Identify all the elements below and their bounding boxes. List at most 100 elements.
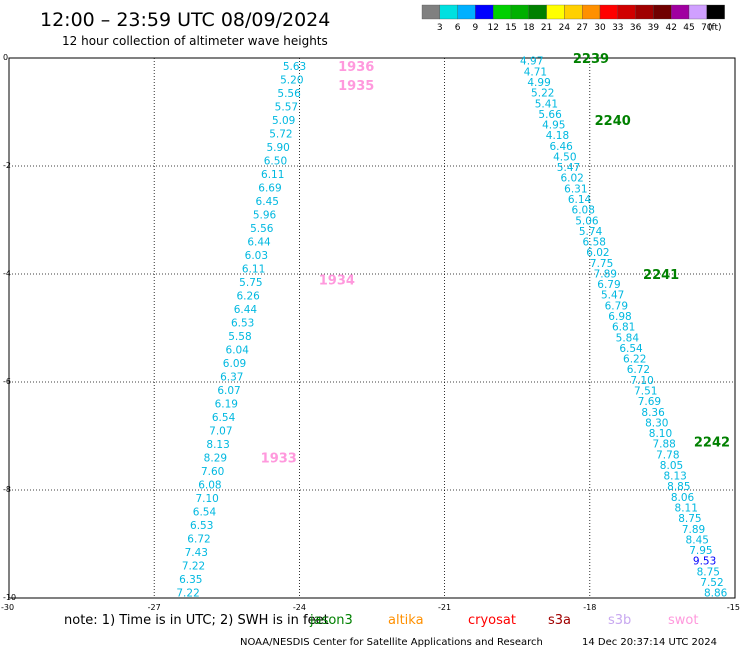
- wave-height-value: 6.11: [261, 169, 284, 181]
- wave-height-value: 5.20: [280, 75, 303, 87]
- color-scale-swatch: [546, 4, 565, 20]
- wave-height-value: 8.10: [649, 428, 672, 440]
- wave-height-value: 7.10: [630, 375, 653, 387]
- wave-height-value: 6.45: [256, 196, 279, 208]
- wave-height-value: 7.10: [195, 493, 218, 505]
- wave-height-value: 8.29: [204, 453, 227, 465]
- wave-height-value: 7.75: [590, 258, 613, 270]
- wave-height-value: 8.75: [697, 566, 720, 578]
- wave-height-value: 6.02: [586, 247, 609, 259]
- wave-height-value: 6.44: [247, 237, 271, 249]
- color-scale-label: 6: [455, 23, 461, 33]
- wave-height-value: 5.72: [269, 129, 292, 141]
- wave-height-value: 7.69: [638, 396, 661, 408]
- wave-height-value: 7.51: [634, 385, 657, 397]
- wave-height-value: 6.69: [258, 183, 281, 195]
- wave-height-value: 7.22: [182, 561, 205, 573]
- wave-height-value: 8.85: [667, 481, 690, 493]
- x-tick-label: -24: [293, 603, 306, 612]
- wave-height-value: 4.95: [542, 120, 565, 132]
- wave-height-value: 7.07: [209, 426, 232, 438]
- wave-height-value: 4.18: [546, 130, 569, 142]
- y-tick-label: 0: [3, 53, 8, 62]
- color-scale-swatch: [439, 4, 458, 20]
- color-scale-swatch: [582, 4, 601, 20]
- note-text: note: 1) Time is in UTC; 2) SWH is in fe…: [64, 613, 329, 628]
- color-scale-swatch: [706, 4, 725, 20]
- wave-height-value: 5.09: [272, 115, 295, 127]
- color-scale-swatch: [653, 4, 672, 20]
- wave-height-value: 6.54: [212, 412, 236, 424]
- wave-height-value: 8.36: [641, 407, 665, 419]
- color-scale-label: 18: [523, 23, 535, 33]
- satellite-legend-item: jason3: [309, 613, 353, 628]
- pass-time-label: 1933: [261, 452, 297, 467]
- wave-height-value: 7.88: [652, 439, 675, 451]
- color-scale-label: 45: [683, 23, 694, 33]
- y-tick-label: -10: [3, 593, 16, 602]
- wave-height-value: 5.96: [253, 210, 277, 222]
- color-scale-label: 15: [505, 23, 516, 33]
- wave-height-value: 5.66: [538, 109, 562, 121]
- color-scale-label: 33: [612, 23, 623, 33]
- wave-height-value: 6.09: [223, 358, 246, 370]
- satellite-legend-item: swot: [668, 613, 698, 628]
- color-scale-swatch: [457, 4, 476, 20]
- wave-height-value: 6.08: [198, 480, 221, 492]
- wave-height-value: 5.47: [557, 162, 580, 174]
- wave-height-value: 6.58: [583, 237, 606, 249]
- color-scale-label: 39: [648, 23, 660, 33]
- wave-height-value: 7.89: [682, 524, 705, 536]
- wave-height-value: 5.06: [575, 215, 599, 227]
- color-scale-label: 21: [541, 23, 552, 33]
- color-scale-label: 70: [701, 23, 713, 33]
- wave-height-value: 6.02: [560, 173, 583, 185]
- x-tick-label: -27: [148, 603, 161, 612]
- satellite-legend-item: s3b: [608, 613, 631, 628]
- y-tick-labels: 0 -2 -4 -6 -8 -10: [3, 53, 16, 602]
- wave-height-value: 8.06: [671, 492, 695, 504]
- color-scale-label: 30: [594, 23, 606, 33]
- wave-height-value: 9.53: [693, 556, 716, 568]
- wave-height-value: 7.52: [700, 577, 723, 589]
- plot-area: -30 -27 -24 -21 -18 -15 0 -2 -4 -6 -8 -10 5.63 5.20…: [1, 52, 740, 612]
- satellite-legend-item: s3a: [548, 613, 571, 628]
- color-scale-label: 3: [437, 23, 443, 33]
- wave-height-value: 5.57: [275, 102, 298, 114]
- satellite-legend-item: altika: [388, 613, 424, 628]
- satellite-legend-item: cryosat: [468, 613, 516, 628]
- color-scale-label: 36: [630, 23, 642, 33]
- chart-title: 12:00 – 23:59 UTC 08/09/2024: [40, 9, 330, 31]
- wave-height-value: 6.53: [231, 318, 254, 330]
- wave-height-value: 6.26: [236, 291, 260, 303]
- wave-height-value: 5.58: [228, 331, 251, 343]
- wave-height-value: 5.63: [283, 61, 306, 73]
- satellite-legend: jason3 altika cryosat s3a s3b swot: [309, 613, 698, 628]
- pass-time-label: 2242: [694, 435, 730, 450]
- wave-height-value: 5.41: [535, 98, 558, 110]
- wave-height-value: 6.72: [187, 534, 210, 546]
- wave-height-value: 7.60: [201, 466, 224, 478]
- wave-height-value: 7.95: [689, 545, 712, 557]
- wave-height-value: 8.45: [686, 534, 709, 546]
- wave-height-value: 6.53: [190, 520, 213, 532]
- y-tick-label: -8: [3, 485, 11, 494]
- wave-height-value: 6.03: [245, 250, 268, 262]
- color-scale-label: 27: [576, 23, 587, 33]
- wave-height-value: 5.90: [266, 142, 289, 154]
- grid-lines: [9, 58, 735, 598]
- color-scale-swatch: [510, 4, 529, 20]
- wave-height-value: 6.37: [220, 372, 243, 384]
- wave-height-value: 8.75: [678, 513, 701, 525]
- color-scale-label: 9: [473, 23, 479, 33]
- wave-height-value: 8.86: [704, 588, 728, 600]
- color-scale-swatch: [564, 4, 583, 20]
- footer-credit: NOAA/NESDIS Center for Satellite Applica…: [240, 637, 543, 648]
- wave-height-value: 5.47: [601, 290, 624, 302]
- wave-height-value: 8.11: [675, 502, 698, 514]
- color-scale-swatch: [671, 4, 690, 20]
- pass-time-annotations: 1936 1935 1934 1933 2239 2240 2241 2242: [261, 52, 730, 467]
- color-scale-label: 42: [665, 23, 676, 33]
- pass-time-label: 1936: [338, 60, 374, 75]
- wave-height-value: 5.75: [239, 277, 262, 289]
